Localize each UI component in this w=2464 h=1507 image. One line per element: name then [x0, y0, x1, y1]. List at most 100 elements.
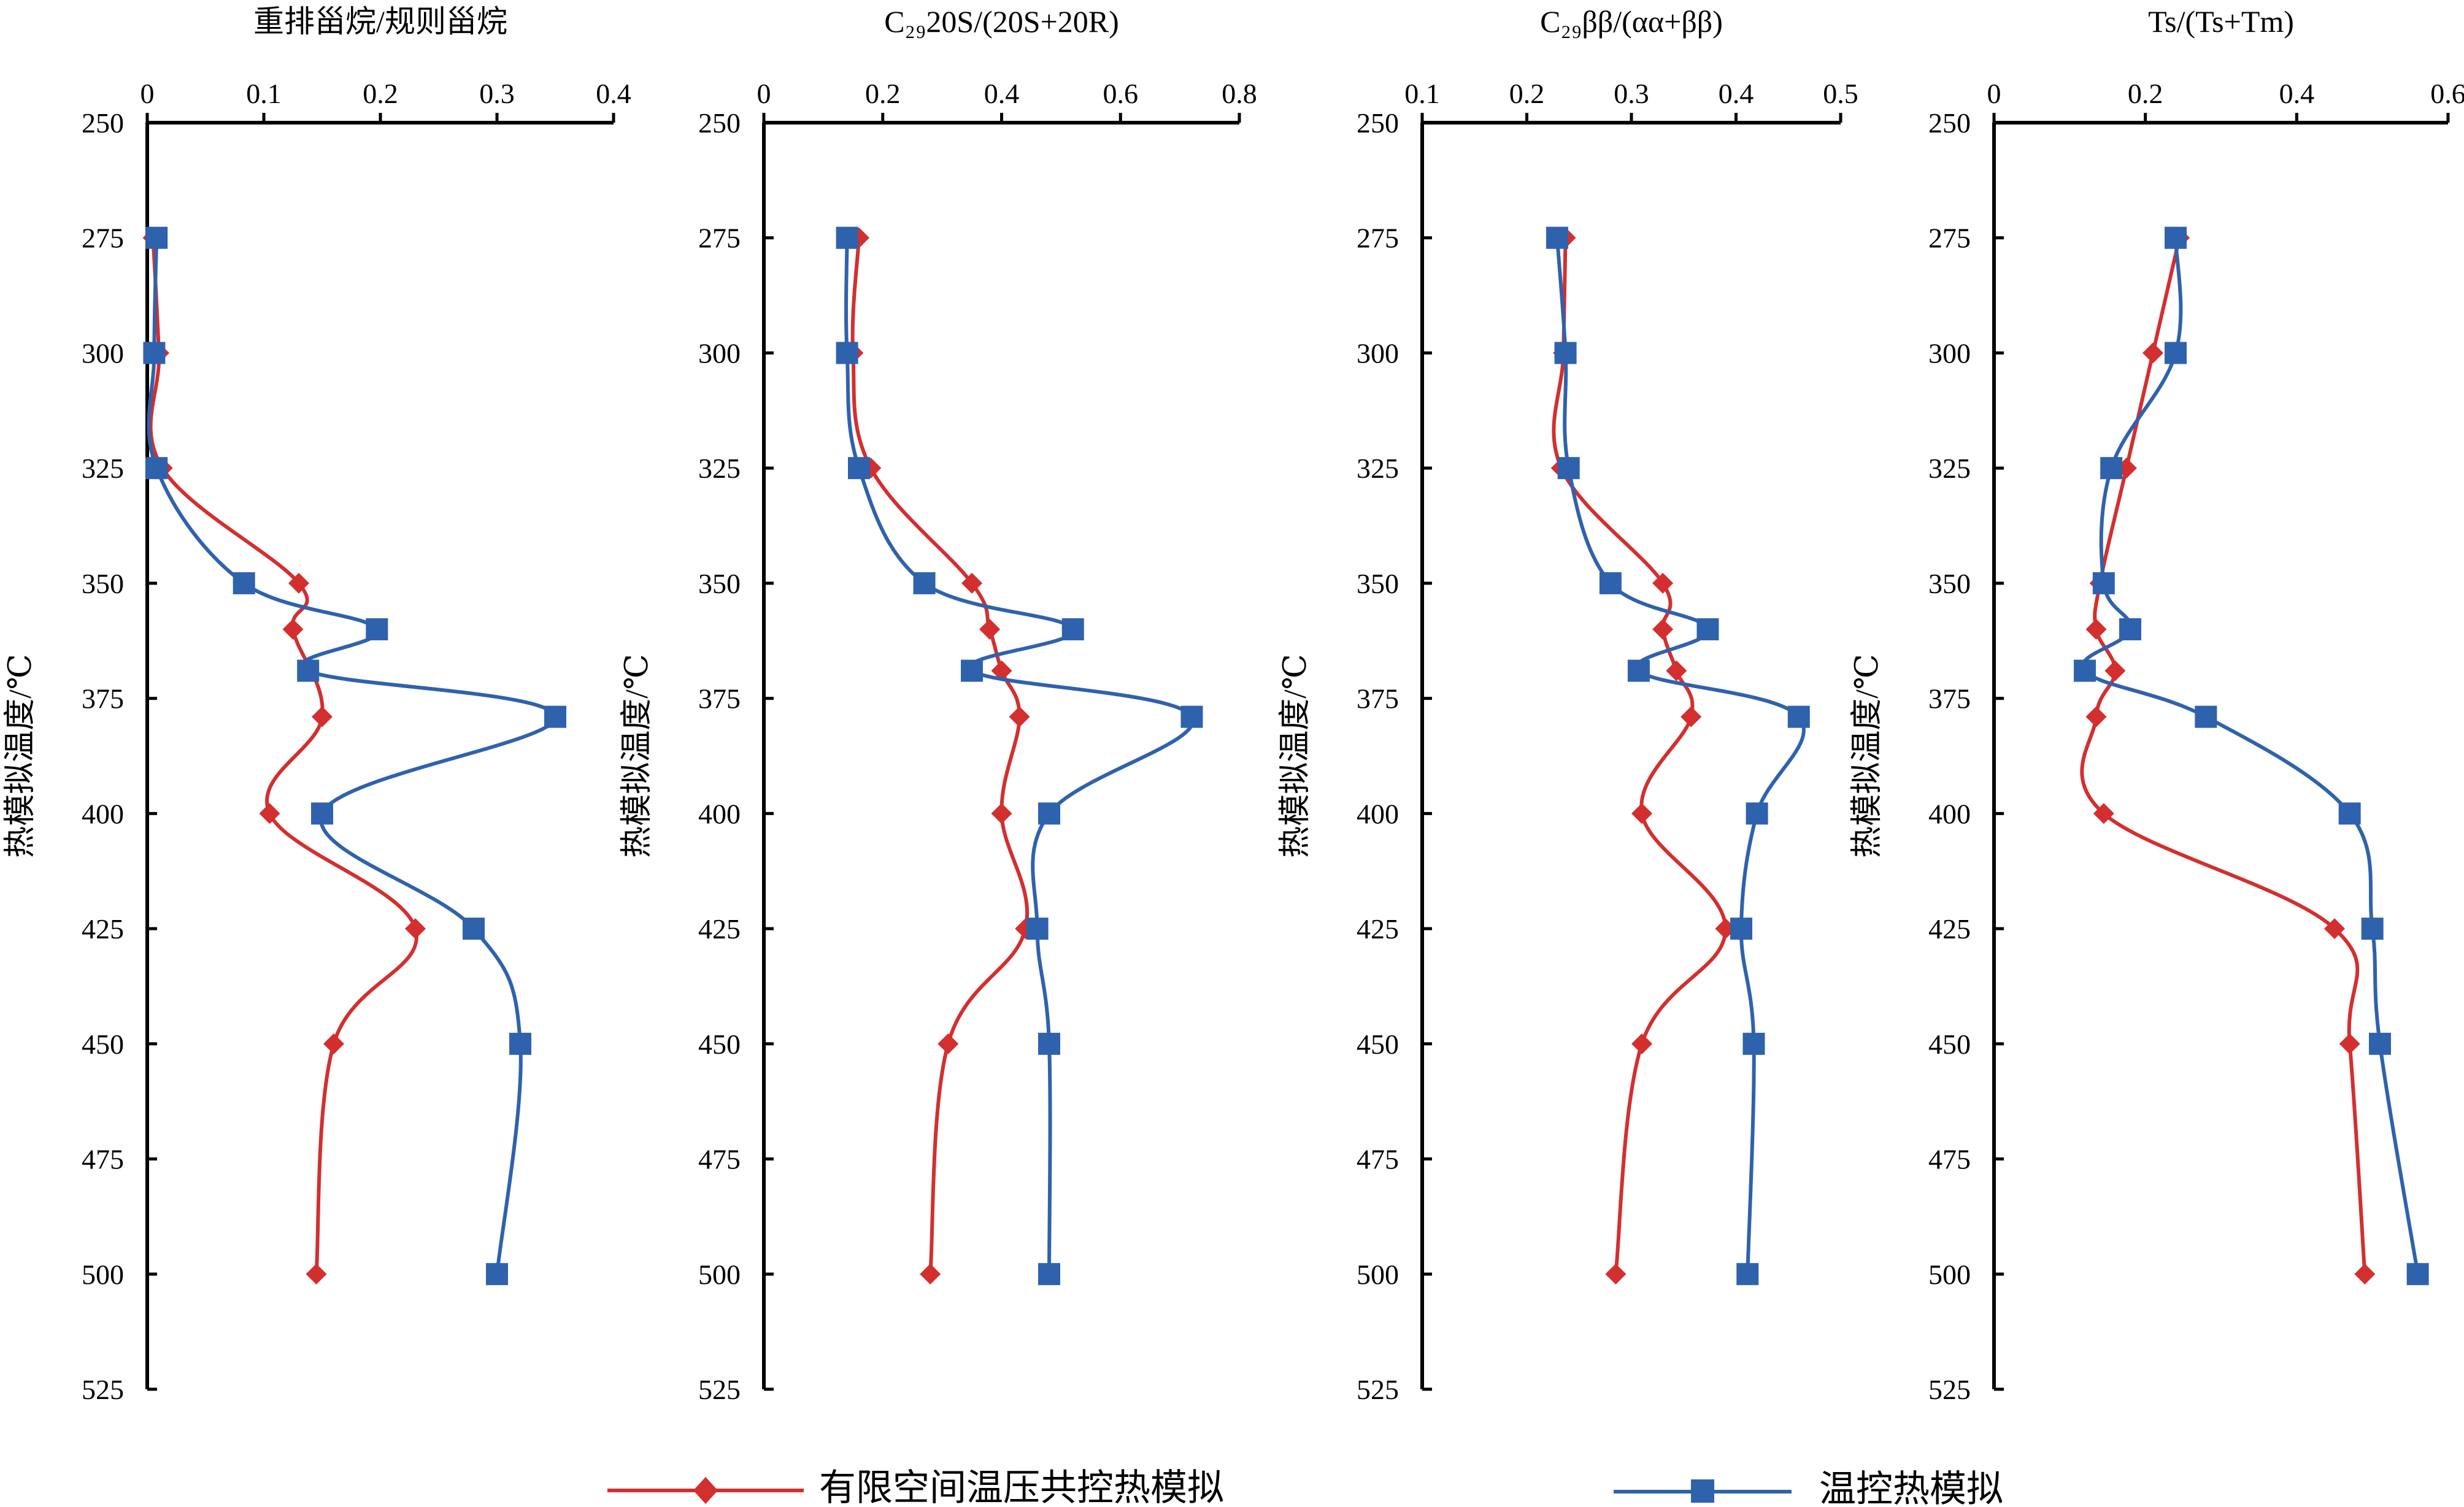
data-point — [297, 659, 320, 682]
data-point — [2165, 226, 2187, 249]
data-point — [463, 918, 485, 940]
data-point — [836, 226, 858, 249]
y-tick-label: 500 — [1357, 1259, 1399, 1290]
y-tick-label: 275 — [1928, 223, 1971, 254]
y-tick-label: 425 — [1928, 913, 1971, 945]
y-tick-label: 400 — [1928, 798, 1971, 829]
x-tick-label: 0.3 — [479, 78, 515, 109]
data-point — [259, 803, 280, 824]
data-point — [2339, 1033, 2360, 1054]
data-point — [836, 342, 858, 364]
panel-3: C₂₉ββ/(αα+ββ) 0.1 0.2 0.3 0.4 0.5 250 275 300 325… — [1278, 4, 1858, 1405]
y-tick-label: 325 — [1928, 453, 1971, 484]
y-tick-label: 375 — [1928, 683, 1971, 715]
series-line — [148, 237, 418, 1275]
series-line — [147, 237, 557, 1275]
x-tick-label: 0.8 — [1222, 78, 1257, 109]
data-point — [288, 572, 309, 594]
legend-label-blue: 温控热模拟 — [1819, 1469, 2003, 1507]
series-red — [2080, 227, 2376, 1285]
data-point — [2092, 572, 2115, 594]
x-tick-label: 0.1 — [246, 78, 282, 109]
data-point — [1061, 618, 1084, 640]
data-point — [1546, 226, 1568, 249]
x-tick-label: 0 — [757, 78, 771, 109]
y-tick-label: 350 — [82, 568, 124, 599]
data-point — [282, 619, 304, 640]
y-tick-label: 400 — [1357, 798, 1399, 829]
data-point — [1009, 706, 1030, 727]
data-point — [2143, 342, 2163, 364]
x-tick-label: 0.4 — [2279, 78, 2315, 109]
series-line — [844, 237, 1195, 1275]
y-axis-title: 热模拟温度/℃ — [620, 654, 655, 858]
series-blue — [1546, 226, 1810, 1286]
data-point — [1730, 918, 1753, 940]
data-point — [920, 1264, 941, 1285]
data-point — [1746, 802, 1768, 825]
data-point — [1631, 1033, 1653, 1054]
y-tick-label: 425 — [1357, 913, 1399, 945]
x-tick-label: 0.5 — [1823, 78, 1858, 109]
panels: 重排甾烷/规则甾烷 0 0.1 0.2 0.3 0.4 250 275 300 325 350 375… — [3, 4, 2464, 1405]
data-point — [143, 342, 166, 364]
panel-4: Ts/(Ts+Tm) 0 0.2 0.4 0.6 250 275 300 325 350 375 40… — [1850, 4, 2464, 1405]
x-tick-label: 0.2 — [363, 78, 398, 109]
data-point — [2195, 705, 2217, 728]
data-point — [145, 457, 168, 480]
y-tick-label: 425 — [698, 913, 741, 945]
data-point — [2165, 342, 2187, 364]
data-point — [913, 572, 936, 594]
data-point — [2324, 918, 2345, 940]
data-point — [2085, 619, 2107, 640]
y-tick-label: 325 — [1357, 453, 1399, 484]
y-tick-label: 500 — [82, 1259, 124, 1290]
y-tick-label: 325 — [82, 453, 124, 484]
y-tick-label: 475 — [698, 1144, 741, 1175]
data-point — [1742, 1032, 1765, 1055]
series-line — [2080, 237, 2367, 1275]
y-tick-label: 275 — [1357, 223, 1399, 254]
data-point — [1652, 619, 1674, 640]
data-point — [1038, 1263, 1060, 1286]
x-tick-label: 0.3 — [1614, 78, 1649, 109]
y-tick-label: 350 — [698, 568, 741, 599]
data-point — [1180, 705, 1203, 728]
series-blue — [143, 226, 566, 1286]
series-line — [2081, 237, 2420, 1275]
legend-marker-square — [1691, 1479, 1714, 1503]
data-point — [312, 706, 333, 727]
data-point — [366, 618, 388, 640]
data-point — [1554, 342, 1577, 364]
y-axis-title: 热模拟温度/℃ — [1278, 654, 1313, 858]
y-tick-label: 400 — [698, 798, 741, 829]
data-point — [2074, 659, 2096, 682]
x-tick-label: 0.1 — [1404, 78, 1440, 109]
data-point — [233, 572, 255, 594]
y-tick-label: 450 — [1357, 1029, 1399, 1060]
y-tick-label: 350 — [1928, 568, 1971, 599]
data-point — [2338, 802, 2361, 825]
panel-2: C₂₉20S/(20S+20R) 0 0.2 0.4 0.6 0.8 250 275 300 32… — [620, 4, 1257, 1405]
data-point — [1557, 457, 1580, 480]
data-point — [961, 572, 983, 594]
series-blue — [836, 226, 1203, 1286]
y-tick-label: 450 — [82, 1029, 124, 1060]
data-point — [2093, 803, 2114, 824]
data-point — [1696, 618, 1719, 640]
panel-title: C₂₉20S/(20S+20R) — [884, 4, 1119, 39]
x-tick-label: 0.4 — [596, 78, 631, 109]
data-point — [2119, 618, 2141, 640]
y-tick-label: 300 — [698, 337, 741, 369]
panel-title: 重排甾烷/规则甾烷 — [253, 4, 507, 39]
y-tick-label: 250 — [698, 107, 741, 139]
data-point — [1627, 659, 1650, 682]
y-tick-label: 300 — [82, 337, 124, 369]
x-tick-label: 0.4 — [984, 78, 1020, 109]
data-point — [937, 1033, 959, 1054]
series-blue — [2074, 226, 2429, 1286]
y-tick-label: 450 — [1928, 1029, 1971, 1060]
y-tick-label: 250 — [1357, 107, 1399, 139]
data-point — [1681, 706, 1702, 727]
